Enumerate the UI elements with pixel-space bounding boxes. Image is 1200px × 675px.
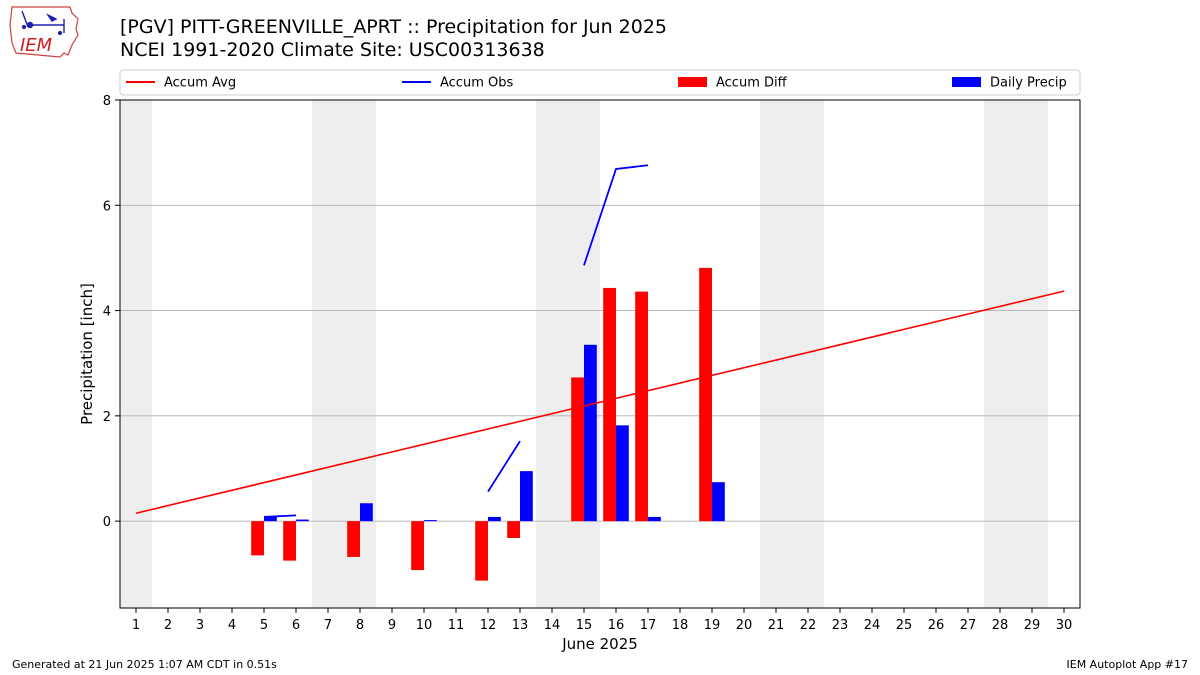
x-axis-label: June 2025 <box>561 635 638 653</box>
weekend-band <box>120 100 152 608</box>
title-line-2: NCEI 1991-2020 Climate Site: USC00313638 <box>120 39 545 61</box>
y-axis-label: Precipitation [inch] <box>78 283 96 425</box>
x-tick-label: 5 <box>260 618 268 633</box>
legend-label: Accum Obs <box>440 76 513 91</box>
accum-obs-line <box>487 440 521 493</box>
title-line-1: [PGV] PITT-GREENVILLE_APRT :: Precipitat… <box>120 16 668 38</box>
x-tick-label: 15 <box>576 618 593 633</box>
x-tick-label: 28 <box>992 618 1009 633</box>
y-tick-label: 2 <box>103 410 111 425</box>
x-axis-ticks: 1 2 3 4 5 6 7 8 9 10 11 12 13 14 15 16 17 18 19 20 21 22 23 24 2… <box>132 608 1072 633</box>
accum-diff-bar <box>347 521 360 557</box>
accum-avg-line <box>135 290 1065 515</box>
accum-diff-bar <box>475 521 488 581</box>
weekend-band <box>312 100 376 608</box>
x-tick-label: 11 <box>448 618 465 633</box>
x-tick-label: 2 <box>164 618 172 633</box>
accum-obs-line <box>263 514 297 518</box>
x-tick-label: 21 <box>768 618 785 633</box>
accum-diff-bar <box>283 521 296 561</box>
y-tick-label: 6 <box>103 199 111 214</box>
x-tick-label: 17 <box>640 618 657 633</box>
x-tick-label: 10 <box>416 618 433 633</box>
x-tick-label: 6 <box>292 618 300 633</box>
weather-station-icon <box>21 10 65 36</box>
accum-diff-bar <box>699 267 712 522</box>
accum-diff-bar <box>635 291 648 522</box>
x-tick-label: 23 <box>832 618 849 633</box>
x-tick-label: 25 <box>896 618 913 633</box>
daily-precip-bar <box>264 516 277 522</box>
accum-diff-bar <box>411 521 424 571</box>
legend: Accum Avg Accum Obs Accum Diff Daily Precip <box>119 69 1081 96</box>
daily-precip-bar <box>616 425 629 522</box>
legend-swatch <box>952 77 981 87</box>
x-tick-label: 22 <box>800 618 817 633</box>
x-tick-label: 12 <box>480 618 497 633</box>
accum-diff-bar <box>603 287 616 522</box>
x-tick-label: 7 <box>324 618 332 633</box>
x-tick-label: 30 <box>1056 618 1073 633</box>
x-tick-label: 14 <box>544 618 561 633</box>
weekend-shading <box>120 100 1048 608</box>
weekend-band <box>760 100 824 608</box>
accum-diff-bar <box>571 377 584 522</box>
x-tick-label: 20 <box>736 618 753 633</box>
x-tick-label: 16 <box>608 618 625 633</box>
daily-precip-bar <box>648 516 661 522</box>
x-tick-label: 13 <box>512 618 529 633</box>
daily-precip-bar <box>584 344 597 522</box>
x-tick-label: 27 <box>960 618 977 633</box>
iowa-outline <box>9 6 79 58</box>
legend-label: Accum Avg <box>164 76 236 91</box>
lines <box>135 164 1065 518</box>
legend-box <box>119 69 1081 96</box>
x-tick-label: 4 <box>228 618 236 633</box>
daily-precip-bar <box>520 471 533 522</box>
x-tick-label: 1 <box>132 618 140 633</box>
generated-note: Generated at 21 Jun 2025 1:07 AM CDT in … <box>12 658 277 671</box>
y-tick-label: 8 <box>103 94 111 109</box>
iem-logo: IEM <box>9 6 79 58</box>
daily-precip-bar <box>296 519 309 522</box>
legend-label: Accum Diff <box>716 76 788 91</box>
legend-label: Daily Precip <box>990 76 1067 91</box>
y-tick-label: 0 <box>103 515 111 530</box>
x-tick-label: 8 <box>356 618 364 633</box>
bars <box>251 267 725 581</box>
y-axis-ticks: 0 2 4 6 8 <box>103 94 120 530</box>
daily-precip-bar <box>488 516 501 522</box>
plot-frame <box>119 99 1081 609</box>
x-tick-label: 19 <box>704 618 721 633</box>
daily-precip-bar <box>424 520 437 522</box>
weekend-band <box>984 100 1048 608</box>
x-tick-label: 29 <box>1024 618 1041 633</box>
x-tick-label: 26 <box>928 618 945 633</box>
x-tick-label: 18 <box>672 618 689 633</box>
legend-swatch <box>678 77 707 87</box>
app-credit: IEM Autoplot App #17 <box>1066 658 1189 671</box>
chart-title: [PGV] PITT-GREENVILLE_APRT :: Precipitat… <box>120 16 667 62</box>
accum-obs-line <box>583 164 649 266</box>
logo-text: IEM <box>20 35 53 56</box>
daily-precip-bar <box>360 503 373 522</box>
y-tick-label: 4 <box>103 305 111 320</box>
x-tick-label: 24 <box>864 618 881 633</box>
accum-diff-bar <box>507 521 520 538</box>
accum-diff-bar <box>251 521 264 556</box>
x-tick-label: 9 <box>388 618 396 633</box>
daily-precip-bar <box>712 482 725 522</box>
x-tick-label: 3 <box>196 618 204 633</box>
